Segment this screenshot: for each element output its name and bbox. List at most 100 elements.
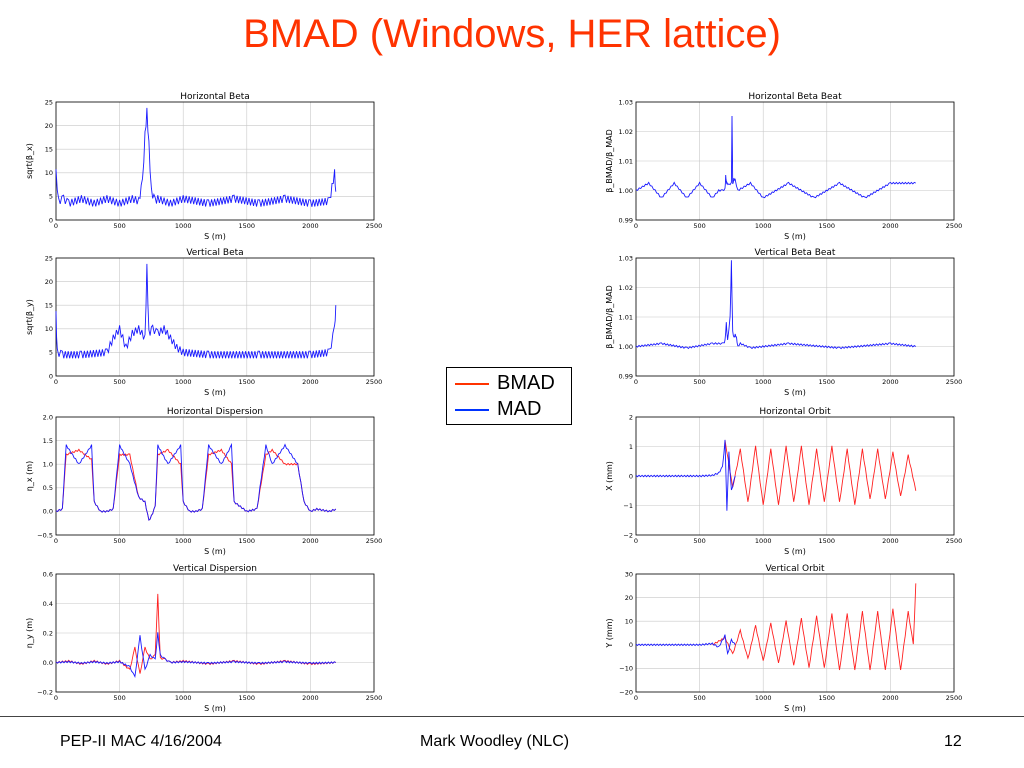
- x-tick-label: 0: [634, 694, 638, 702]
- series-line-mad: [55, 107, 337, 207]
- x-tick-label: 1500: [819, 537, 836, 545]
- x-tick-label: 500: [113, 537, 125, 545]
- y-tick-label: 0.0: [43, 659, 53, 667]
- legend-swatch-mad: [455, 408, 489, 411]
- x-tick-label: 500: [693, 537, 705, 545]
- x-tick-label: 2000: [302, 378, 319, 386]
- y-tick-label: 1.01: [619, 157, 633, 165]
- x-axis-label: S (m): [784, 388, 806, 397]
- x-tick-label: 0: [54, 694, 58, 702]
- x-tick-label: 1000: [175, 537, 192, 545]
- x-tick-label: 500: [113, 222, 125, 230]
- y-axis-label: β_BMAD/β_MAD: [605, 285, 614, 348]
- x-tick-label: 500: [693, 222, 705, 230]
- y-tick-label: 0.4: [43, 600, 53, 608]
- x-axis-label: S (m): [784, 704, 806, 713]
- x-tick-label: 0: [634, 222, 638, 230]
- x-tick-label: 2500: [946, 378, 963, 386]
- y-tick-label: 0.99: [619, 372, 633, 380]
- legend-swatch-bmad: [455, 382, 489, 385]
- legend-label-mad: MAD: [497, 398, 542, 420]
- x-tick-label: 500: [113, 694, 125, 702]
- horizontal-dispersion-plot: Horizontal Dispersion 0 500 1000 1500 2000 250…: [25, 407, 382, 556]
- y-tick-label: 1.02: [619, 284, 633, 292]
- x-tick-label: 2500: [946, 537, 963, 545]
- legend: BMAD MAD: [446, 367, 572, 425]
- plot-frame: [635, 257, 955, 377]
- chart-title: Vertical Beta: [186, 248, 243, 258]
- plot-frame: [635, 416, 955, 536]
- y-tick-label: 2: [629, 413, 633, 421]
- x-tick-label: 1500: [239, 222, 256, 230]
- y-tick-label: 0: [49, 372, 53, 380]
- footer-left: PEP-II MAC 4/16/2004: [60, 733, 222, 750]
- x-tick-label: 1000: [755, 537, 772, 545]
- footer-divider: [0, 716, 1024, 717]
- horizontal-orbit-plot: Horizontal Orbit 0 500 1000 1500 2000 2500 −2 −1…: [605, 407, 963, 556]
- x-tick-label: 1000: [175, 378, 192, 386]
- y-tick-label: 15: [45, 302, 53, 310]
- x-tick-label: 2500: [366, 694, 383, 702]
- y-tick-label: 10: [625, 618, 633, 626]
- y-tick-label: 0.2: [43, 629, 53, 637]
- y-tick-label: 25: [45, 98, 53, 106]
- chart-title: Horizontal Orbit: [759, 407, 831, 417]
- y-axis-label: η_y (m): [25, 618, 34, 648]
- y-tick-label: 0: [629, 472, 633, 480]
- x-axis-label: S (m): [784, 232, 806, 241]
- horizontal-beta-beat-plot: Horizontal Beta Beat 0 500 1000 1500 2000 2500…: [605, 92, 963, 241]
- y-tick-label: 5: [49, 349, 53, 357]
- plot-frame: [55, 101, 375, 221]
- x-tick-label: 1000: [755, 694, 772, 702]
- series-line-mad: [635, 439, 736, 511]
- x-tick-label: 0: [634, 378, 638, 386]
- chart-vertical-orbit: Vertical Orbit 0 500 1000 1500 2000 2500 −20 −10…: [600, 560, 963, 713]
- x-tick-label: 2500: [946, 222, 963, 230]
- y-tick-label: 1.03: [619, 98, 633, 106]
- x-tick-label: 1500: [239, 694, 256, 702]
- plot-frame: [55, 257, 375, 377]
- x-tick-label: 500: [693, 378, 705, 386]
- y-tick-label: 1: [629, 443, 633, 451]
- x-tick-label: 1500: [819, 694, 836, 702]
- y-tick-label: 1.00: [619, 343, 633, 351]
- plot-frame: [55, 416, 375, 536]
- x-tick-label: 2000: [302, 537, 319, 545]
- chart-title: Horizontal Beta Beat: [748, 92, 842, 102]
- y-tick-label: 1.03: [619, 254, 633, 262]
- x-tick-label: 500: [693, 694, 705, 702]
- y-tick-label: 10: [45, 169, 53, 177]
- x-tick-label: 2000: [882, 378, 899, 386]
- chart-vertical-beta: Vertical Beta 0 500 1000 1500 2000 2500 0 5 10 15 2…: [20, 244, 383, 397]
- chart-title: Vertical Dispersion: [173, 564, 257, 574]
- plot-frame: [635, 101, 955, 221]
- y-tick-label: 5: [49, 193, 53, 201]
- x-tick-label: 0: [54, 537, 58, 545]
- y-tick-label: 15: [45, 146, 53, 154]
- chart-title: Vertical Beta Beat: [755, 248, 836, 258]
- x-tick-label: 1000: [175, 694, 192, 702]
- x-tick-label: 1000: [755, 222, 772, 230]
- slide-title: BMAD (Windows, HER lattice): [243, 12, 781, 56]
- series-line-mad: [635, 634, 736, 656]
- legend-item-mad: MAD: [455, 398, 541, 421]
- chart-horizontal-dispersion: Horizontal Dispersion 0 500 1000 1500 2000 250…: [20, 403, 382, 556]
- vertical-beta-plot: Vertical Beta 0 500 1000 1500 2000 2500 0 5 10 15 2…: [25, 248, 383, 397]
- y-tick-label: 0.99: [619, 216, 633, 224]
- plot-frame: [55, 573, 375, 693]
- vertical-beta-beat-plot: Vertical Beta Beat 0 500 1000 1500 2000 2500 0.…: [605, 248, 963, 397]
- y-tick-label: 1.00: [619, 187, 633, 195]
- legend-item-bmad: BMAD: [455, 372, 555, 395]
- x-tick-label: 1500: [819, 222, 836, 230]
- series-line-mad: [635, 260, 917, 350]
- x-tick-label: 500: [113, 378, 125, 386]
- x-tick-label: 2500: [946, 694, 963, 702]
- chart-vertical-dispersion: Vertical Dispersion 0 500 1000 1500 2000 2500 −…: [20, 560, 383, 713]
- y-axis-label: X (mm): [605, 461, 614, 491]
- y-tick-label: 30: [625, 570, 633, 578]
- x-axis-label: S (m): [784, 547, 806, 556]
- x-tick-label: 2000: [302, 222, 319, 230]
- chart-title: Horizontal Beta: [180, 92, 250, 102]
- y-tick-label: 1.02: [619, 128, 633, 136]
- x-tick-label: 2500: [366, 378, 383, 386]
